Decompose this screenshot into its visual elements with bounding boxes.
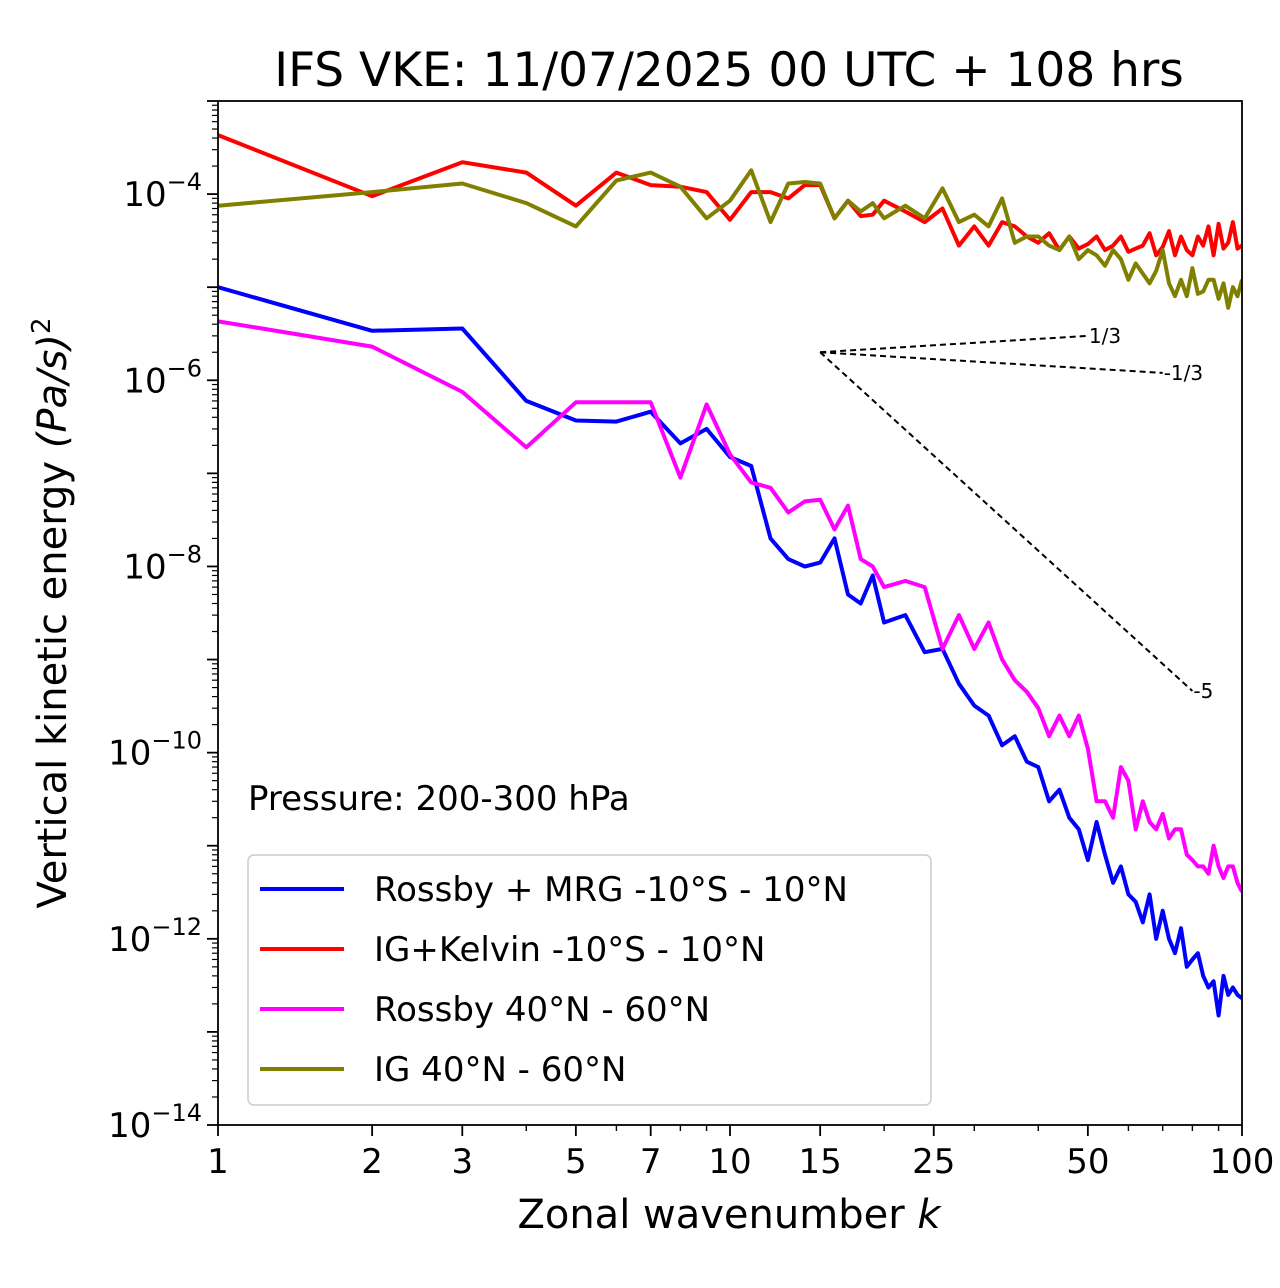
- x-tick-label: 50: [1066, 1142, 1109, 1182]
- legend-label: Rossby + MRG -10°S - 10°N: [374, 870, 848, 910]
- slope-line: [819, 351, 1194, 692]
- series-layer: [218, 133, 1242, 1018]
- pressure-annotation: Pressure: 200-300 hPa: [248, 779, 630, 819]
- legend-label: IG 40°N - 60°N: [374, 1050, 626, 1090]
- x-axis: 1 2 3 5 7 10 15 25 50 100: [207, 1125, 1274, 1182]
- chart-title: IFS VKE: 11/07/2025 00 UTC + 108 hrs: [274, 43, 1184, 98]
- y-tick-label: 10−8: [123, 540, 202, 587]
- x-tick-label: 3: [451, 1142, 473, 1182]
- slope-label: -5: [1193, 679, 1213, 703]
- series-line: [218, 319, 1242, 893]
- x-tick-label: 15: [799, 1142, 842, 1182]
- x-tick-label: 7: [640, 1142, 662, 1182]
- series-line: [218, 133, 1242, 258]
- x-axis-label: Zonal wavenumber k: [517, 1192, 942, 1238]
- y-axis: 10−14 10−12 10−10 10−8 10−6 10−4: [108, 100, 218, 1146]
- legend-label: Rossby 40°N - 60°N: [374, 990, 710, 1030]
- x-tick-label: 5: [565, 1142, 587, 1182]
- series-line: [218, 168, 1242, 310]
- y-tick-label: 10−4: [123, 168, 202, 215]
- y-tick-label: 10−14: [108, 1099, 202, 1146]
- x-tick-label: 2: [361, 1142, 383, 1182]
- x-tick-label: 25: [912, 1142, 955, 1182]
- y-tick-label: 10−6: [123, 354, 202, 401]
- x-tick-label: 1: [207, 1142, 229, 1182]
- y-tick-label: 10−12: [108, 913, 202, 960]
- y-axis-label: Vertical kinetic energy (Pa/s)2: [27, 318, 76, 909]
- x-tick-label: 10: [708, 1142, 751, 1182]
- legend-box: [247, 854, 932, 1106]
- x-tick-label: 100: [1210, 1142, 1275, 1182]
- slope-line: [820, 334, 1088, 354]
- slope-line: [820, 351, 1163, 374]
- slope-label: 1/3: [1089, 324, 1121, 348]
- y-tick-label: 10−10: [108, 727, 202, 774]
- slope-label: -1/3: [1164, 361, 1203, 385]
- legend: Rossby + MRG -10°S - 10°N IG+Kelvin -10°S…: [247, 854, 932, 1106]
- legend-label: IG+Kelvin -10°S - 10°N: [374, 930, 765, 970]
- reference-slopes: 1/3 -1/3 -5: [819, 324, 1213, 703]
- series-line: [218, 285, 1242, 1018]
